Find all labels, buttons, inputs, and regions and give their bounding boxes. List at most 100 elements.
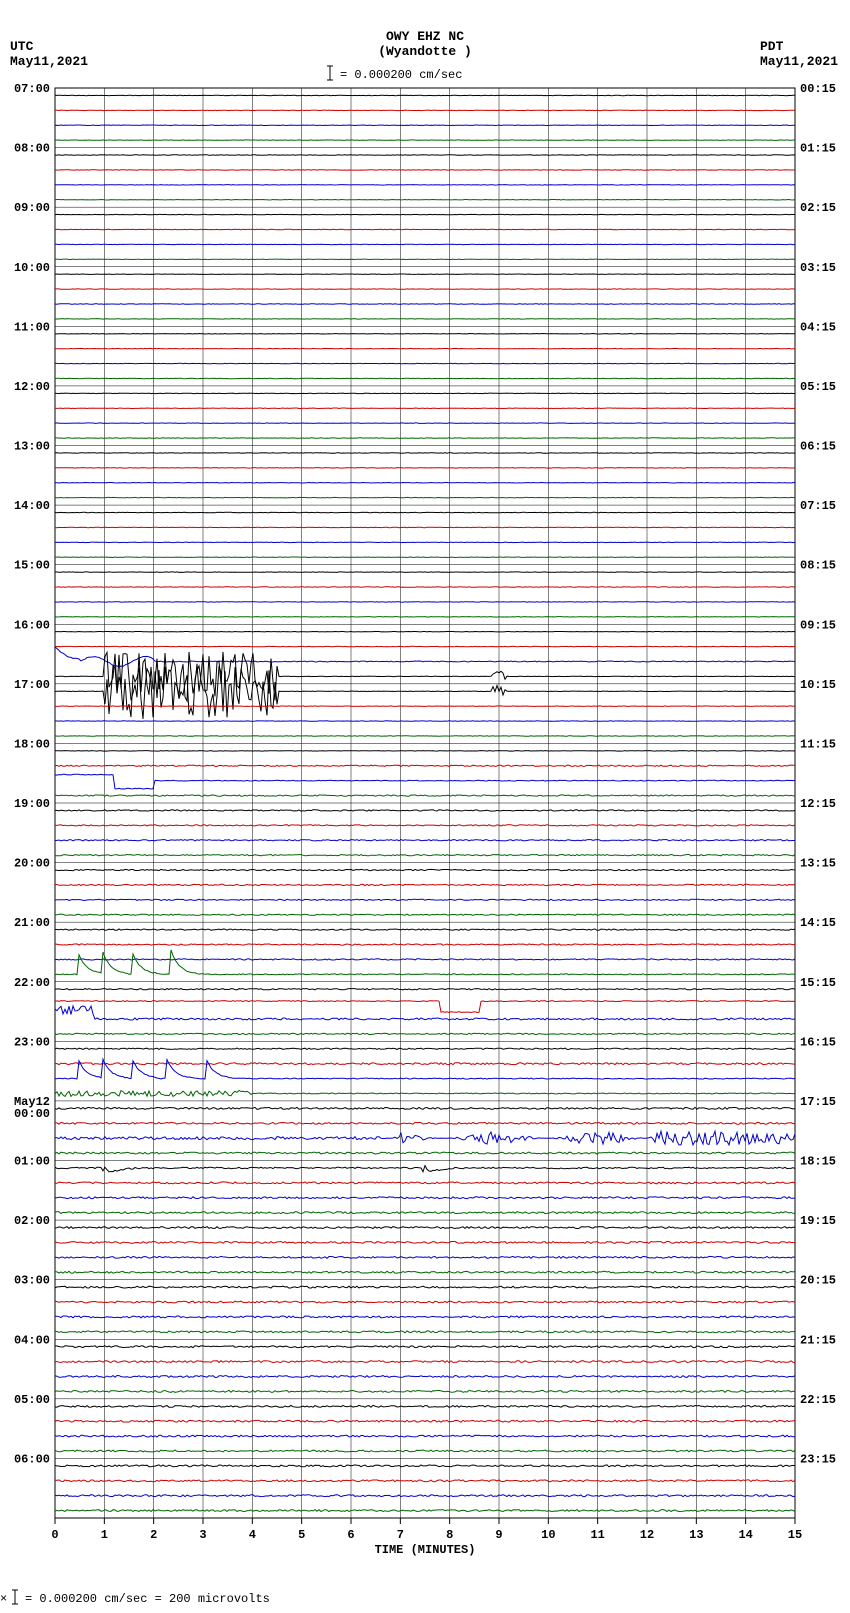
trace-row bbox=[55, 170, 795, 171]
trace-row bbox=[55, 810, 795, 811]
trace-row bbox=[55, 1033, 795, 1034]
trace-row bbox=[55, 1152, 795, 1154]
left-hour-label: 10:00 bbox=[14, 261, 50, 275]
x-tick-label: 10 bbox=[541, 1528, 555, 1542]
trace-row bbox=[55, 125, 795, 126]
footer-scale: = 0.000200 cm/sec = 200 microvolts bbox=[25, 1592, 270, 1606]
trace-row bbox=[55, 899, 795, 900]
right-hour-label: 13:15 bbox=[800, 857, 836, 871]
trace-row bbox=[55, 587, 795, 588]
right-hour-label: 06:15 bbox=[800, 440, 836, 454]
trace-row bbox=[55, 929, 795, 930]
trace-row bbox=[55, 140, 795, 141]
trace-row bbox=[55, 304, 795, 305]
trace-row bbox=[55, 1227, 795, 1229]
trace-row bbox=[55, 706, 795, 707]
left-hour-label: 04:00 bbox=[14, 1333, 50, 1347]
trace-row bbox=[55, 1450, 795, 1452]
trace-row bbox=[55, 378, 795, 379]
trace-row bbox=[55, 542, 795, 543]
trace-row bbox=[55, 765, 795, 766]
trace-row bbox=[55, 774, 795, 789]
right-tz: PDT bbox=[760, 39, 784, 54]
trace-row bbox=[55, 617, 795, 618]
right-hour-label: 20:15 bbox=[800, 1274, 836, 1288]
trace-row bbox=[55, 483, 795, 484]
trace-row bbox=[55, 512, 795, 513]
left-date: May11,2021 bbox=[10, 54, 88, 69]
trace-row bbox=[55, 602, 795, 603]
trace-row bbox=[55, 334, 795, 335]
trace-row bbox=[55, 840, 795, 841]
right-hour-label: 14:15 bbox=[800, 916, 836, 930]
x-tick-label: 5 bbox=[298, 1528, 305, 1542]
left-hour-label: 05:00 bbox=[14, 1393, 50, 1407]
trace-row bbox=[55, 855, 795, 856]
left-hour-label: 09:00 bbox=[14, 201, 50, 215]
left-hour-label: 18:00 bbox=[14, 737, 50, 751]
trace-row bbox=[55, 869, 795, 870]
trace-row bbox=[55, 1331, 795, 1333]
trace-row bbox=[55, 1390, 795, 1392]
left-hour-label: 13:00 bbox=[14, 440, 50, 454]
right-hour-label: 02:15 bbox=[800, 201, 836, 215]
x-tick-label: 11 bbox=[590, 1528, 604, 1542]
left-hour-label: 02:00 bbox=[14, 1214, 50, 1228]
trace-row bbox=[55, 944, 795, 945]
left-hour-label: 07:00 bbox=[14, 82, 50, 96]
x-tick-label: 3 bbox=[199, 1528, 206, 1542]
trace-row bbox=[55, 468, 795, 469]
trace-row bbox=[55, 185, 795, 186]
left-hour-label: 21:00 bbox=[14, 916, 50, 930]
station-location: (Wyandotte ) bbox=[378, 44, 472, 59]
left-hour-label: 16:00 bbox=[14, 618, 50, 632]
x-tick-label: 7 bbox=[397, 1528, 404, 1542]
x-tick-label: 13 bbox=[689, 1528, 703, 1542]
trace-row bbox=[55, 1256, 795, 1258]
trace-row bbox=[55, 1286, 795, 1288]
right-hour-label: 11:15 bbox=[800, 737, 836, 751]
trace-row bbox=[55, 1271, 795, 1273]
left-hour-label: 22:00 bbox=[14, 976, 50, 990]
trace-row bbox=[55, 319, 795, 320]
x-axis-label: TIME (MINUTES) bbox=[375, 1543, 476, 1557]
x-tick-label: 0 bbox=[51, 1528, 58, 1542]
trace-row bbox=[55, 884, 795, 885]
right-hour-label: 05:15 bbox=[800, 380, 836, 394]
left-hour-label: 08:00 bbox=[14, 142, 50, 156]
trace-row bbox=[55, 1242, 795, 1244]
station-code: OWY EHZ NC bbox=[386, 29, 464, 44]
trace-row bbox=[55, 1107, 795, 1109]
right-hour-label: 04:15 bbox=[800, 320, 836, 334]
right-hour-label: 22:15 bbox=[800, 1393, 836, 1407]
x-tick-label: 6 bbox=[347, 1528, 354, 1542]
trace-row bbox=[55, 1301, 795, 1303]
seismogram-svg: OWY EHZ NC(Wyandotte )= 0.000200 cm/secU… bbox=[0, 0, 850, 1613]
trace-row bbox=[55, 348, 795, 349]
left-hour-label: 15:00 bbox=[14, 559, 50, 573]
right-hour-label: 00:15 bbox=[800, 82, 836, 96]
x-tick-label: 2 bbox=[150, 1528, 157, 1542]
left-hour-label: 12:00 bbox=[14, 380, 50, 394]
x-tick-label: 9 bbox=[495, 1528, 502, 1542]
trace-row bbox=[55, 646, 795, 647]
right-hour-label: 07:15 bbox=[800, 499, 836, 513]
trace-row bbox=[55, 155, 795, 156]
trace-row bbox=[55, 1059, 795, 1079]
trace-row bbox=[55, 438, 795, 439]
trace-row bbox=[55, 1091, 795, 1097]
right-hour-label: 18:15 bbox=[800, 1155, 836, 1169]
right-hour-label: 01:15 bbox=[800, 142, 836, 156]
trace-row bbox=[55, 408, 795, 409]
trace-row bbox=[55, 1376, 795, 1378]
trace-row bbox=[55, 1361, 795, 1363]
trace-row bbox=[55, 1212, 795, 1214]
x-tick-label: 4 bbox=[249, 1528, 256, 1542]
trace-row bbox=[55, 950, 795, 975]
left-hour-label: 19:00 bbox=[14, 797, 50, 811]
trace-row bbox=[55, 110, 795, 111]
right-hour-label: 17:15 bbox=[800, 1095, 836, 1109]
right-hour-label: 03:15 bbox=[800, 261, 836, 275]
trace-row bbox=[55, 259, 795, 260]
right-hour-label: 10:15 bbox=[800, 678, 836, 692]
